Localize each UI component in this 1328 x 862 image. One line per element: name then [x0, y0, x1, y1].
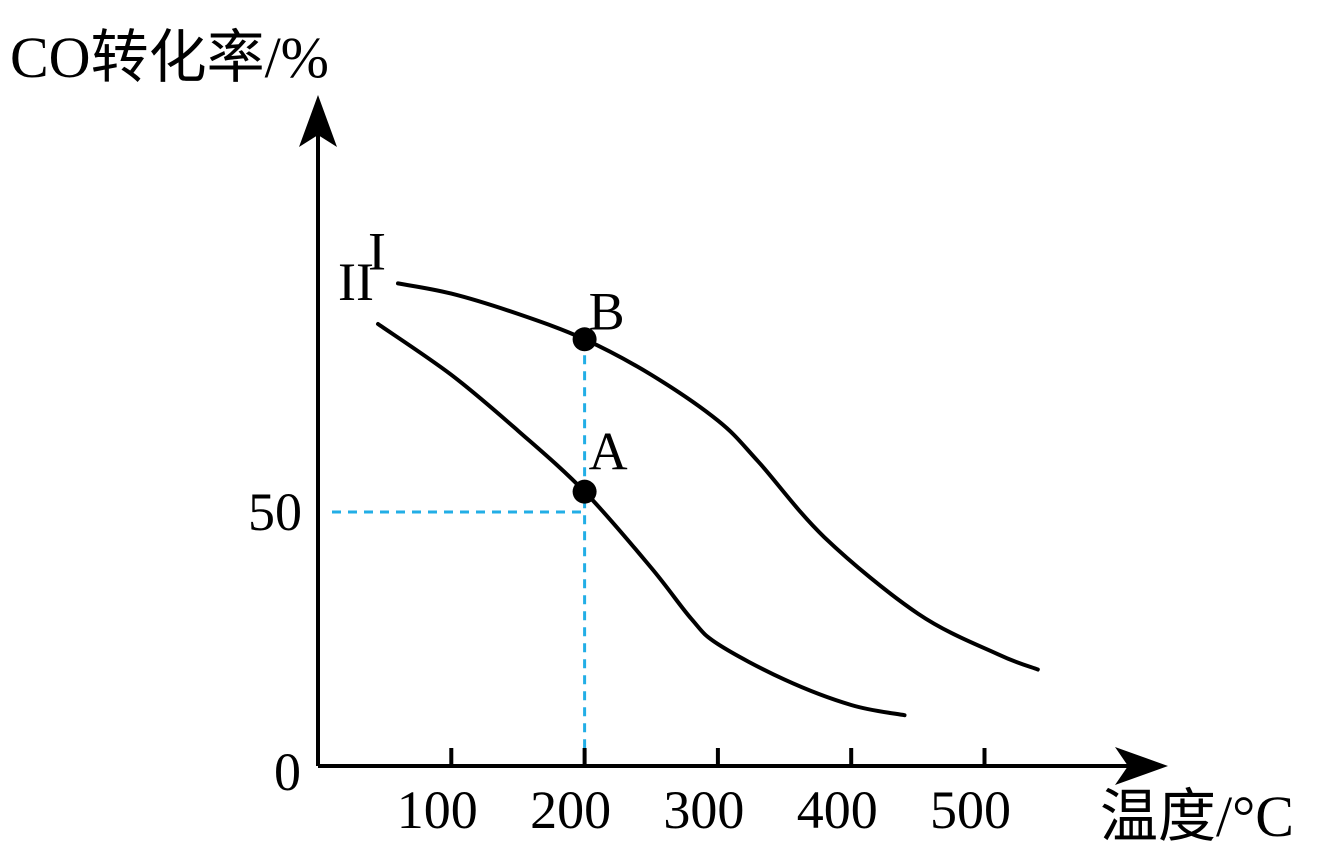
- annotated-points: BA: [572, 281, 628, 504]
- origin-label: 0: [274, 742, 301, 802]
- point-B: [572, 327, 597, 352]
- point-A: [572, 479, 597, 504]
- series-curves: [376, 281, 1040, 718]
- series-line-1: [396, 281, 1040, 672]
- series-label-1: I: [368, 221, 386, 281]
- x-tick-label-300: 300: [663, 780, 744, 840]
- series-labels: III: [338, 221, 386, 312]
- series-line-2: [376, 322, 907, 718]
- point-label-B: B: [589, 281, 625, 341]
- x-tick-label-100: 100: [397, 780, 478, 840]
- axis-ticks: 100 200 300 400 500 50: [248, 482, 1011, 840]
- y-axis-title: CO转化率/%: [10, 25, 329, 90]
- x-tick-label-500: 500: [930, 780, 1011, 840]
- y-tick-label-50: 50: [248, 482, 302, 542]
- guide-lines: [332, 339, 587, 766]
- x-tick-label-200: 200: [530, 780, 611, 840]
- point-label-A: A: [589, 422, 628, 482]
- x-axis-arrow-icon: [1115, 747, 1168, 785]
- x-axis-title: 温度/°C: [1100, 784, 1294, 849]
- series-label-2: II: [338, 252, 374, 312]
- x-tick-label-400: 400: [797, 780, 878, 840]
- y-axis-arrow-icon: [299, 95, 337, 147]
